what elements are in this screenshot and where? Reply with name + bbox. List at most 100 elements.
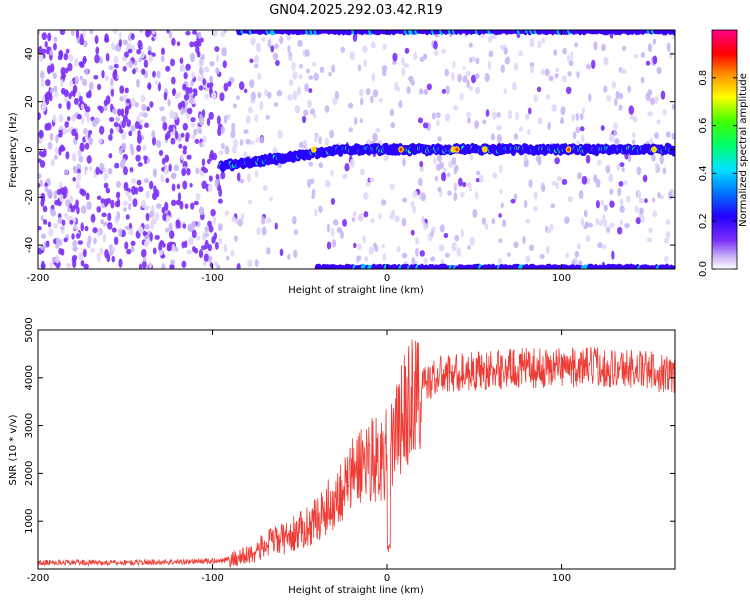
spectrogram-cell bbox=[165, 65, 171, 72]
spectrogram-cell bbox=[114, 162, 120, 169]
spectrogram-cell bbox=[148, 54, 153, 63]
spectrogram-cell bbox=[38, 30, 41, 35]
spectrogram-cell bbox=[353, 242, 357, 249]
spectrogram-cell bbox=[378, 97, 383, 103]
spectrogram-cell bbox=[164, 201, 169, 211]
spectrogram-cell bbox=[136, 144, 142, 152]
snr-axes: -200 -100 0 100 1000 2000 3000 4000 5000 bbox=[24, 317, 675, 584]
spectrogram-cell bbox=[127, 48, 133, 54]
spectrogram-cell bbox=[474, 73, 480, 79]
spectrogram-cell bbox=[619, 198, 624, 206]
spectrogram-cell bbox=[118, 39, 123, 48]
spectrogram-cell bbox=[141, 248, 147, 258]
spectrogram-cell bbox=[137, 39, 143, 49]
spectrogram-cell bbox=[122, 39, 128, 46]
x-tick-label: 0 bbox=[384, 273, 390, 284]
spectrogram-cell bbox=[298, 74, 303, 80]
spectrogram-cell bbox=[603, 56, 609, 66]
spectrogram-cell bbox=[78, 252, 84, 261]
spectrogram-cell bbox=[184, 240, 188, 248]
spectrogram-cell bbox=[312, 62, 317, 67]
spectrogram-cell bbox=[156, 203, 162, 210]
spectrogram-cell bbox=[344, 163, 350, 172]
spectrogram-cell bbox=[430, 256, 436, 262]
spectrogram-cell bbox=[81, 205, 87, 215]
spectrogram-cell bbox=[332, 219, 339, 226]
spectrogram-cell bbox=[86, 155, 92, 164]
spectrogram-cell bbox=[190, 122, 196, 128]
spectrogram-cell bbox=[170, 259, 176, 265]
spectrogram-cell bbox=[128, 130, 133, 137]
colorbar-tick-label: 0.8 bbox=[698, 70, 709, 86]
spectrogram-cell bbox=[38, 54, 44, 62]
spectrogram-cell bbox=[49, 261, 53, 269]
spectrogram-cell bbox=[182, 145, 188, 151]
spectrogram-cell bbox=[207, 220, 212, 228]
spectrogram-cell bbox=[318, 205, 323, 213]
spectrogram-cell bbox=[147, 50, 152, 56]
spectrogram-cell bbox=[336, 226, 343, 234]
spectrogram-cell bbox=[188, 93, 194, 98]
spectrogram-cell bbox=[484, 222, 489, 231]
spectrogram-cell bbox=[570, 51, 574, 61]
spectrogram-cell bbox=[267, 38, 272, 49]
spectrogram-cell bbox=[597, 242, 603, 249]
spectrogram-cell bbox=[79, 188, 85, 195]
spectrogram-cell bbox=[170, 58, 176, 67]
spectrogram-cell bbox=[49, 87, 55, 94]
spectrogram-cell bbox=[170, 137, 176, 145]
y-tick-label: 40 bbox=[24, 48, 35, 61]
spectrogram-cell bbox=[159, 106, 165, 112]
spectrogram-cell bbox=[668, 190, 673, 200]
spectrogram-cell bbox=[541, 184, 546, 193]
spectrogram-cell bbox=[648, 227, 653, 234]
spectrogram-cell bbox=[528, 244, 535, 252]
spectrogram-cell bbox=[41, 94, 46, 104]
spectrogram-cell bbox=[206, 117, 211, 127]
spectrogram-cell bbox=[125, 191, 130, 197]
spectrogram-cell bbox=[44, 182, 48, 188]
spectrogram-cell bbox=[365, 181, 371, 187]
spectrogram-cell bbox=[580, 134, 585, 143]
spectrogram-cell bbox=[470, 74, 477, 84]
spectrogram-cell bbox=[185, 63, 191, 71]
spectrogram-cell bbox=[223, 30, 228, 34]
spectrogram-cell bbox=[579, 113, 584, 121]
spectrogram-cell bbox=[123, 51, 129, 58]
spectrogram-cell bbox=[548, 75, 554, 82]
spectrogram-cell bbox=[396, 86, 401, 92]
spectrogram-cell bbox=[665, 219, 671, 226]
spectrogram-cell bbox=[618, 104, 623, 111]
spectrogram-cell bbox=[191, 229, 197, 239]
spectrogram-cell bbox=[122, 65, 127, 72]
spectrogram-cell bbox=[146, 106, 151, 112]
spectrogram-cell bbox=[348, 127, 354, 133]
spectrogram-cell bbox=[217, 127, 222, 137]
spectrogram-cell bbox=[500, 44, 505, 50]
spectrogram-cell bbox=[485, 109, 490, 117]
spectrogram-cell bbox=[123, 166, 128, 176]
spectrogram-cell bbox=[173, 164, 179, 172]
spectrogram-cell bbox=[383, 154, 389, 162]
spectrogram-cell bbox=[145, 190, 151, 199]
spectrogram-cell bbox=[65, 48, 70, 54]
spectrogram-cell bbox=[145, 212, 150, 222]
spectrogram-cell bbox=[71, 128, 77, 137]
spectrogram-cell bbox=[99, 246, 103, 256]
spectrogram-cell bbox=[330, 169, 334, 177]
spectrogram-cell bbox=[120, 108, 125, 117]
spectrogram-cell bbox=[42, 148, 47, 158]
spectrogram-cell bbox=[122, 114, 128, 122]
spectrogram-cell bbox=[223, 114, 228, 124]
spectrogram-cell bbox=[82, 57, 87, 63]
spectrogram-cell bbox=[239, 139, 244, 146]
spectrogram-cell bbox=[110, 78, 114, 87]
spectrogram-cell bbox=[38, 225, 42, 231]
spectrogram-cell bbox=[560, 106, 566, 116]
spectrogram-cell bbox=[458, 177, 463, 187]
spectrogram-cell bbox=[167, 98, 171, 107]
spectrogram-cell bbox=[84, 142, 90, 150]
spectrogram-cell bbox=[164, 154, 170, 163]
spectrogram-cell bbox=[102, 233, 106, 243]
spectrogram-cell bbox=[568, 60, 574, 67]
